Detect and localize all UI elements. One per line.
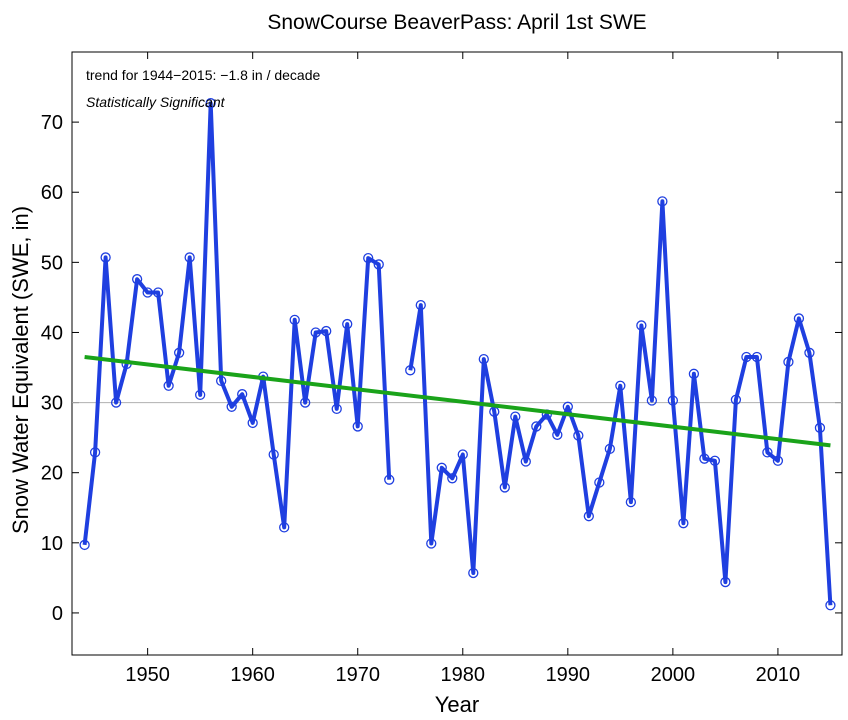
data-point bbox=[552, 429, 563, 440]
data-point bbox=[772, 455, 784, 466]
data-point bbox=[184, 252, 195, 263]
significance-label: Statistically Significant bbox=[86, 94, 226, 110]
x-tick-label: 1980 bbox=[441, 664, 486, 686]
data-point bbox=[594, 477, 605, 488]
x-tick-label: 1960 bbox=[230, 664, 275, 686]
data-point bbox=[499, 482, 510, 493]
data-point bbox=[279, 522, 290, 533]
data-point bbox=[531, 421, 542, 432]
y-tick-label: 10 bbox=[41, 533, 63, 555]
data-point bbox=[814, 422, 826, 433]
swe-series-line bbox=[82, 101, 833, 606]
data-point bbox=[436, 462, 447, 473]
data-point bbox=[205, 98, 216, 109]
x-tick-label: 1990 bbox=[546, 664, 591, 686]
y-tick-label: 30 bbox=[41, 393, 63, 415]
data-point bbox=[321, 325, 332, 337]
data-point bbox=[793, 313, 805, 324]
data-point bbox=[247, 417, 258, 429]
data-point bbox=[751, 351, 763, 363]
data-point bbox=[447, 473, 458, 484]
data-point bbox=[825, 600, 836, 611]
data-point bbox=[457, 449, 468, 460]
data-point bbox=[783, 356, 794, 368]
data-point bbox=[573, 430, 584, 441]
data-point bbox=[363, 252, 374, 264]
data-point bbox=[730, 394, 742, 405]
trend-line bbox=[84, 355, 831, 448]
data-point bbox=[510, 411, 521, 422]
data-point bbox=[762, 447, 773, 458]
data-point bbox=[562, 401, 573, 412]
data-point bbox=[405, 365, 416, 376]
data-point bbox=[331, 403, 342, 415]
data-point bbox=[131, 274, 143, 285]
data-point bbox=[583, 511, 594, 522]
data-point bbox=[468, 567, 479, 579]
y-tick-label: 0 bbox=[52, 603, 63, 625]
data-point bbox=[688, 368, 700, 379]
y-tick-label: 20 bbox=[41, 463, 63, 485]
data-point bbox=[110, 397, 122, 408]
data-point bbox=[636, 320, 647, 331]
y-tick-label: 60 bbox=[41, 182, 63, 204]
y-tick-label: 40 bbox=[41, 322, 63, 344]
data-point bbox=[520, 456, 531, 467]
data-point bbox=[226, 401, 237, 412]
y-tick-label: 50 bbox=[41, 252, 63, 274]
data-point bbox=[720, 576, 731, 588]
y-axis-label: Snow Water Equivalent (SWE, in) bbox=[8, 206, 33, 534]
data-point bbox=[667, 395, 679, 406]
data-point bbox=[173, 347, 185, 358]
y-tick-label: 70 bbox=[41, 112, 63, 134]
data-point bbox=[310, 327, 321, 338]
data-point bbox=[195, 389, 206, 401]
data-point bbox=[300, 397, 311, 408]
x-tick-label: 2010 bbox=[756, 664, 801, 686]
data-point bbox=[152, 287, 164, 298]
data-point bbox=[625, 496, 637, 508]
data-point bbox=[268, 449, 279, 460]
data-point bbox=[373, 259, 384, 270]
x-tick-label: 1970 bbox=[335, 664, 380, 686]
data-point bbox=[163, 380, 174, 391]
data-point bbox=[342, 318, 353, 330]
data-point bbox=[709, 455, 721, 466]
data-point bbox=[415, 299, 426, 311]
data-point bbox=[142, 287, 153, 298]
trend-annotation: trend for 1944−2015: −1.8 in / decade bbox=[86, 67, 321, 83]
data-point bbox=[741, 351, 752, 363]
data-point bbox=[289, 314, 300, 325]
data-point bbox=[216, 375, 227, 386]
data-point bbox=[657, 196, 668, 207]
data-point bbox=[426, 538, 437, 549]
data-point bbox=[699, 453, 710, 464]
data-point bbox=[89, 447, 101, 458]
chart-title: SnowCourse BeaverPass: April 1st SWE bbox=[267, 11, 646, 34]
data-point bbox=[804, 347, 815, 358]
data-point bbox=[604, 443, 615, 455]
data-point bbox=[237, 389, 248, 400]
data-point bbox=[352, 421, 363, 432]
data-point bbox=[384, 474, 395, 485]
data-point bbox=[646, 395, 658, 406]
data-point bbox=[100, 252, 111, 263]
data-point bbox=[678, 518, 689, 529]
data-point bbox=[615, 380, 626, 391]
x-tick-label: 2000 bbox=[651, 664, 696, 686]
data-point bbox=[79, 539, 90, 551]
data-point bbox=[478, 353, 489, 365]
x-axis-label: Year bbox=[435, 692, 479, 717]
x-tick-label: 1950 bbox=[125, 664, 170, 686]
